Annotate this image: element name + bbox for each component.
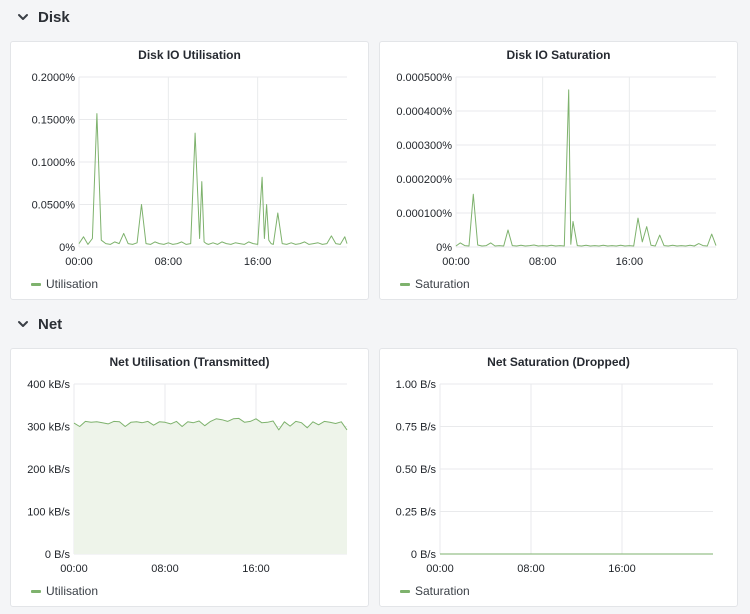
panel-net-utilisation[interactable]: Net Utilisation (Transmitted) 400 kB/s 30…	[10, 348, 369, 607]
row-header-disk[interactable]: Disk	[0, 2, 70, 32]
series-line-saturation	[455, 89, 717, 247]
x-tick-label: 08:00	[517, 563, 545, 575]
panel-net-saturation[interactable]: Net Saturation (Dropped) 1.00 B/s 0.75 B/…	[379, 348, 738, 607]
line-chart: 0.000500% 0.000400% 0.000300% 0.000200% 0.00…	[396, 72, 717, 268]
area-chart: 400 kB/s 300 kB/s 200 kB/s 100 kB/s 0 B/s 00:…	[27, 379, 348, 575]
x-tick-label: 08:00	[151, 563, 179, 575]
y-tick-label: 0.75 B/s	[396, 422, 437, 434]
x-tick-label: 00:00	[65, 256, 93, 268]
legend-swatch	[400, 282, 410, 286]
x-tick-label: 16:00	[242, 563, 270, 575]
panel-disk-io-saturation[interactable]: Disk IO Saturation 0.000500% 0.000400% 0.0…	[379, 41, 738, 300]
chevron-down-icon[interactable]	[12, 313, 34, 335]
row-header-net[interactable]: Net	[0, 309, 62, 339]
chevron-down-icon[interactable]	[12, 6, 34, 28]
y-tick-label: 0 B/s	[411, 549, 437, 561]
legend-item-saturation[interactable]: Saturation	[400, 584, 470, 598]
y-tick-label: 0.000500%	[396, 72, 452, 84]
line-chart: 0.2000% 0.1500% 0.1000% 0.0500% 0% 00:00 08:00…	[32, 72, 348, 268]
legend-label: Utilisation	[46, 584, 99, 598]
line-chart: 1.00 B/s 0.75 B/s 0.50 B/s 0.25 B/s 0 B/s 00:…	[396, 379, 713, 575]
y-tick-label: 1.00 B/s	[396, 379, 437, 391]
legend-label: Saturation	[415, 584, 470, 598]
panel-title[interactable]: Disk IO Saturation	[506, 48, 611, 62]
y-tick-label: 100 kB/s	[27, 507, 70, 519]
panel-disk-io-utilisation[interactable]: Disk IO Utilisation 0.2000% 0.1500% 0.1000…	[10, 41, 369, 300]
x-tick-label: 00:00	[442, 256, 470, 268]
legend-item-utilisation[interactable]: Utilisation	[31, 277, 98, 291]
y-tick-label: 0%	[436, 242, 452, 254]
y-tick-label: 0%	[59, 242, 75, 254]
legend-item-saturation[interactable]: Saturation	[400, 277, 470, 291]
panel-title[interactable]: Net Utilisation (Transmitted)	[109, 355, 270, 369]
y-tick-label: 0.1500%	[32, 115, 76, 127]
y-tick-label: 0.1000%	[32, 157, 76, 169]
y-tick-label: 0.000100%	[396, 208, 452, 220]
panel-title[interactable]: Disk IO Utilisation	[138, 48, 241, 62]
legend-swatch	[400, 589, 410, 593]
panel-title[interactable]: Net Saturation (Dropped)	[487, 355, 630, 369]
x-tick-label: 08:00	[155, 256, 183, 268]
y-tick-label: 0.50 B/s	[396, 464, 437, 476]
legend-label: Utilisation	[46, 277, 99, 291]
y-tick-label: 300 kB/s	[27, 422, 70, 434]
y-tick-label: 0.000400%	[396, 106, 452, 118]
x-tick-label: 00:00	[426, 563, 454, 575]
y-tick-label: 0 B/s	[45, 549, 71, 561]
x-tick-label: 16:00	[244, 256, 272, 268]
x-tick-label: 08:00	[529, 256, 557, 268]
y-tick-label: 400 kB/s	[27, 379, 70, 391]
row-title-disk[interactable]: Disk	[38, 8, 70, 26]
legend-label: Saturation	[415, 277, 470, 291]
x-tick-label: 00:00	[60, 563, 88, 575]
y-tick-label: 0.000200%	[396, 174, 452, 186]
series-area-utilisation	[74, 418, 347, 554]
legend-swatch	[31, 282, 41, 286]
legend-item-utilisation[interactable]: Utilisation	[31, 584, 98, 598]
y-tick-label: 0.0500%	[32, 200, 76, 212]
y-tick-label: 0.2000%	[32, 72, 76, 84]
y-tick-label: 0.25 B/s	[396, 507, 437, 519]
x-tick-label: 16:00	[608, 563, 636, 575]
y-tick-label: 200 kB/s	[27, 464, 70, 476]
series-line-utilisation	[73, 417, 348, 431]
series-line-utilisation	[78, 113, 348, 245]
legend-swatch	[31, 589, 41, 593]
row-title-net[interactable]: Net	[38, 315, 63, 333]
x-tick-label: 16:00	[616, 256, 644, 268]
y-tick-label: 0.000300%	[396, 140, 452, 152]
